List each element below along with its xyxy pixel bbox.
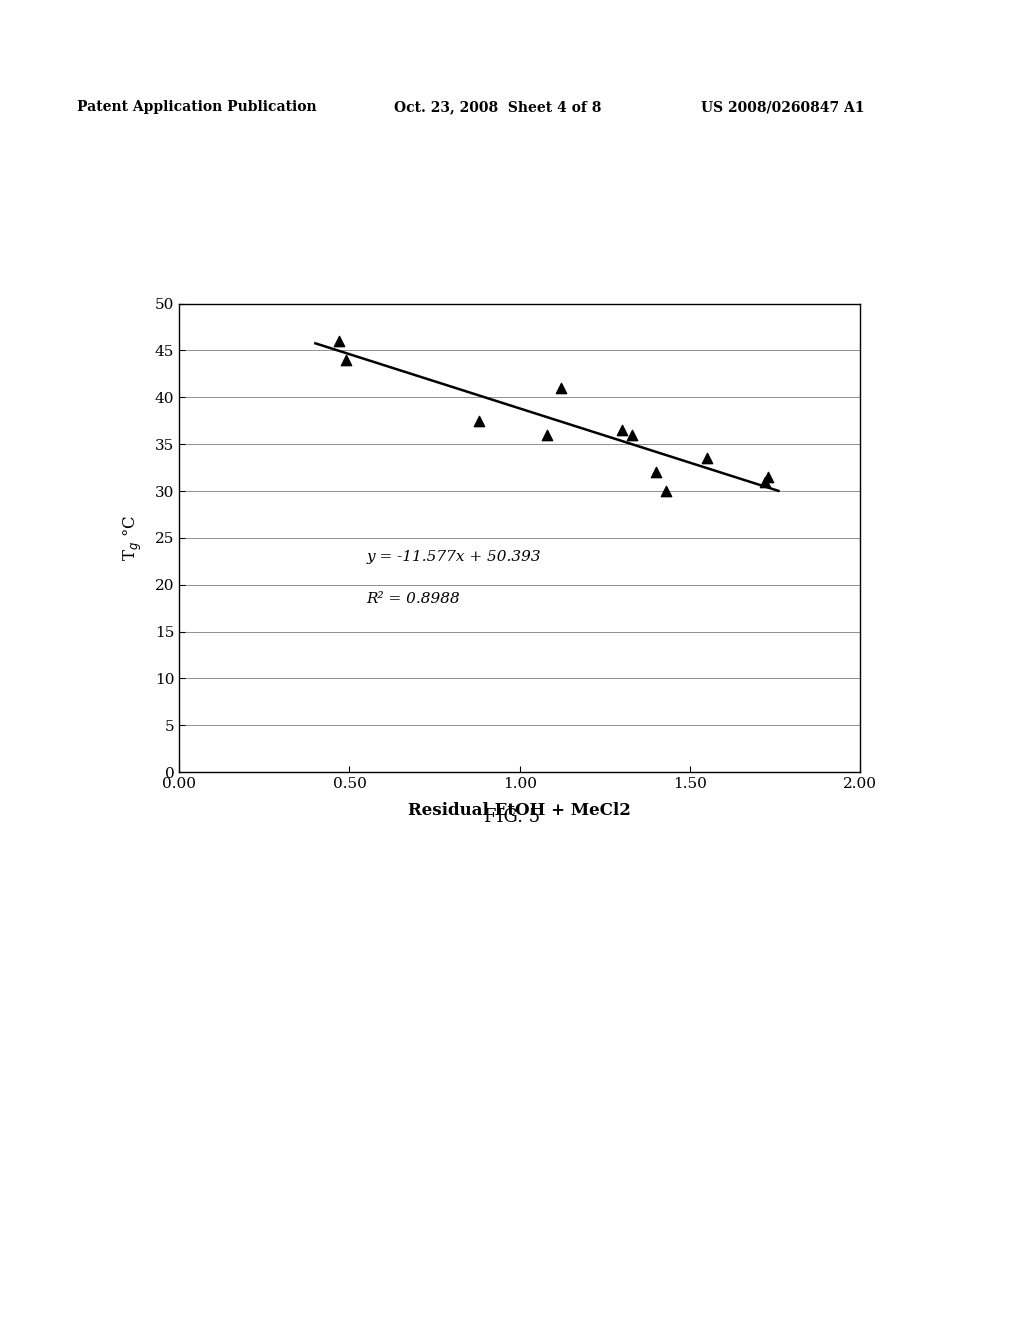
Text: y = -11.577x + 50.393: y = -11.577x + 50.393 — [367, 549, 541, 564]
Point — [331, 330, 347, 351]
Text: US 2008/0260847 A1: US 2008/0260847 A1 — [701, 100, 865, 115]
Text: R² = 0.8988: R² = 0.8988 — [367, 591, 460, 606]
Point — [647, 462, 664, 483]
Point — [471, 411, 487, 432]
Point — [539, 424, 555, 445]
Text: Patent Application Publication: Patent Application Publication — [77, 100, 316, 115]
Text: Oct. 23, 2008  Sheet 4 of 8: Oct. 23, 2008 Sheet 4 of 8 — [394, 100, 602, 115]
Point — [613, 420, 630, 441]
X-axis label: Residual EtOH + MeCl2: Residual EtOH + MeCl2 — [409, 803, 631, 820]
Point — [338, 350, 354, 371]
Text: FIG. 5: FIG. 5 — [484, 808, 540, 826]
Point — [760, 466, 776, 487]
Point — [657, 480, 674, 502]
Point — [698, 447, 715, 469]
Point — [757, 471, 773, 492]
Point — [624, 424, 640, 445]
Y-axis label: T$_g$ °C: T$_g$ °C — [122, 515, 143, 561]
Point — [552, 378, 568, 399]
